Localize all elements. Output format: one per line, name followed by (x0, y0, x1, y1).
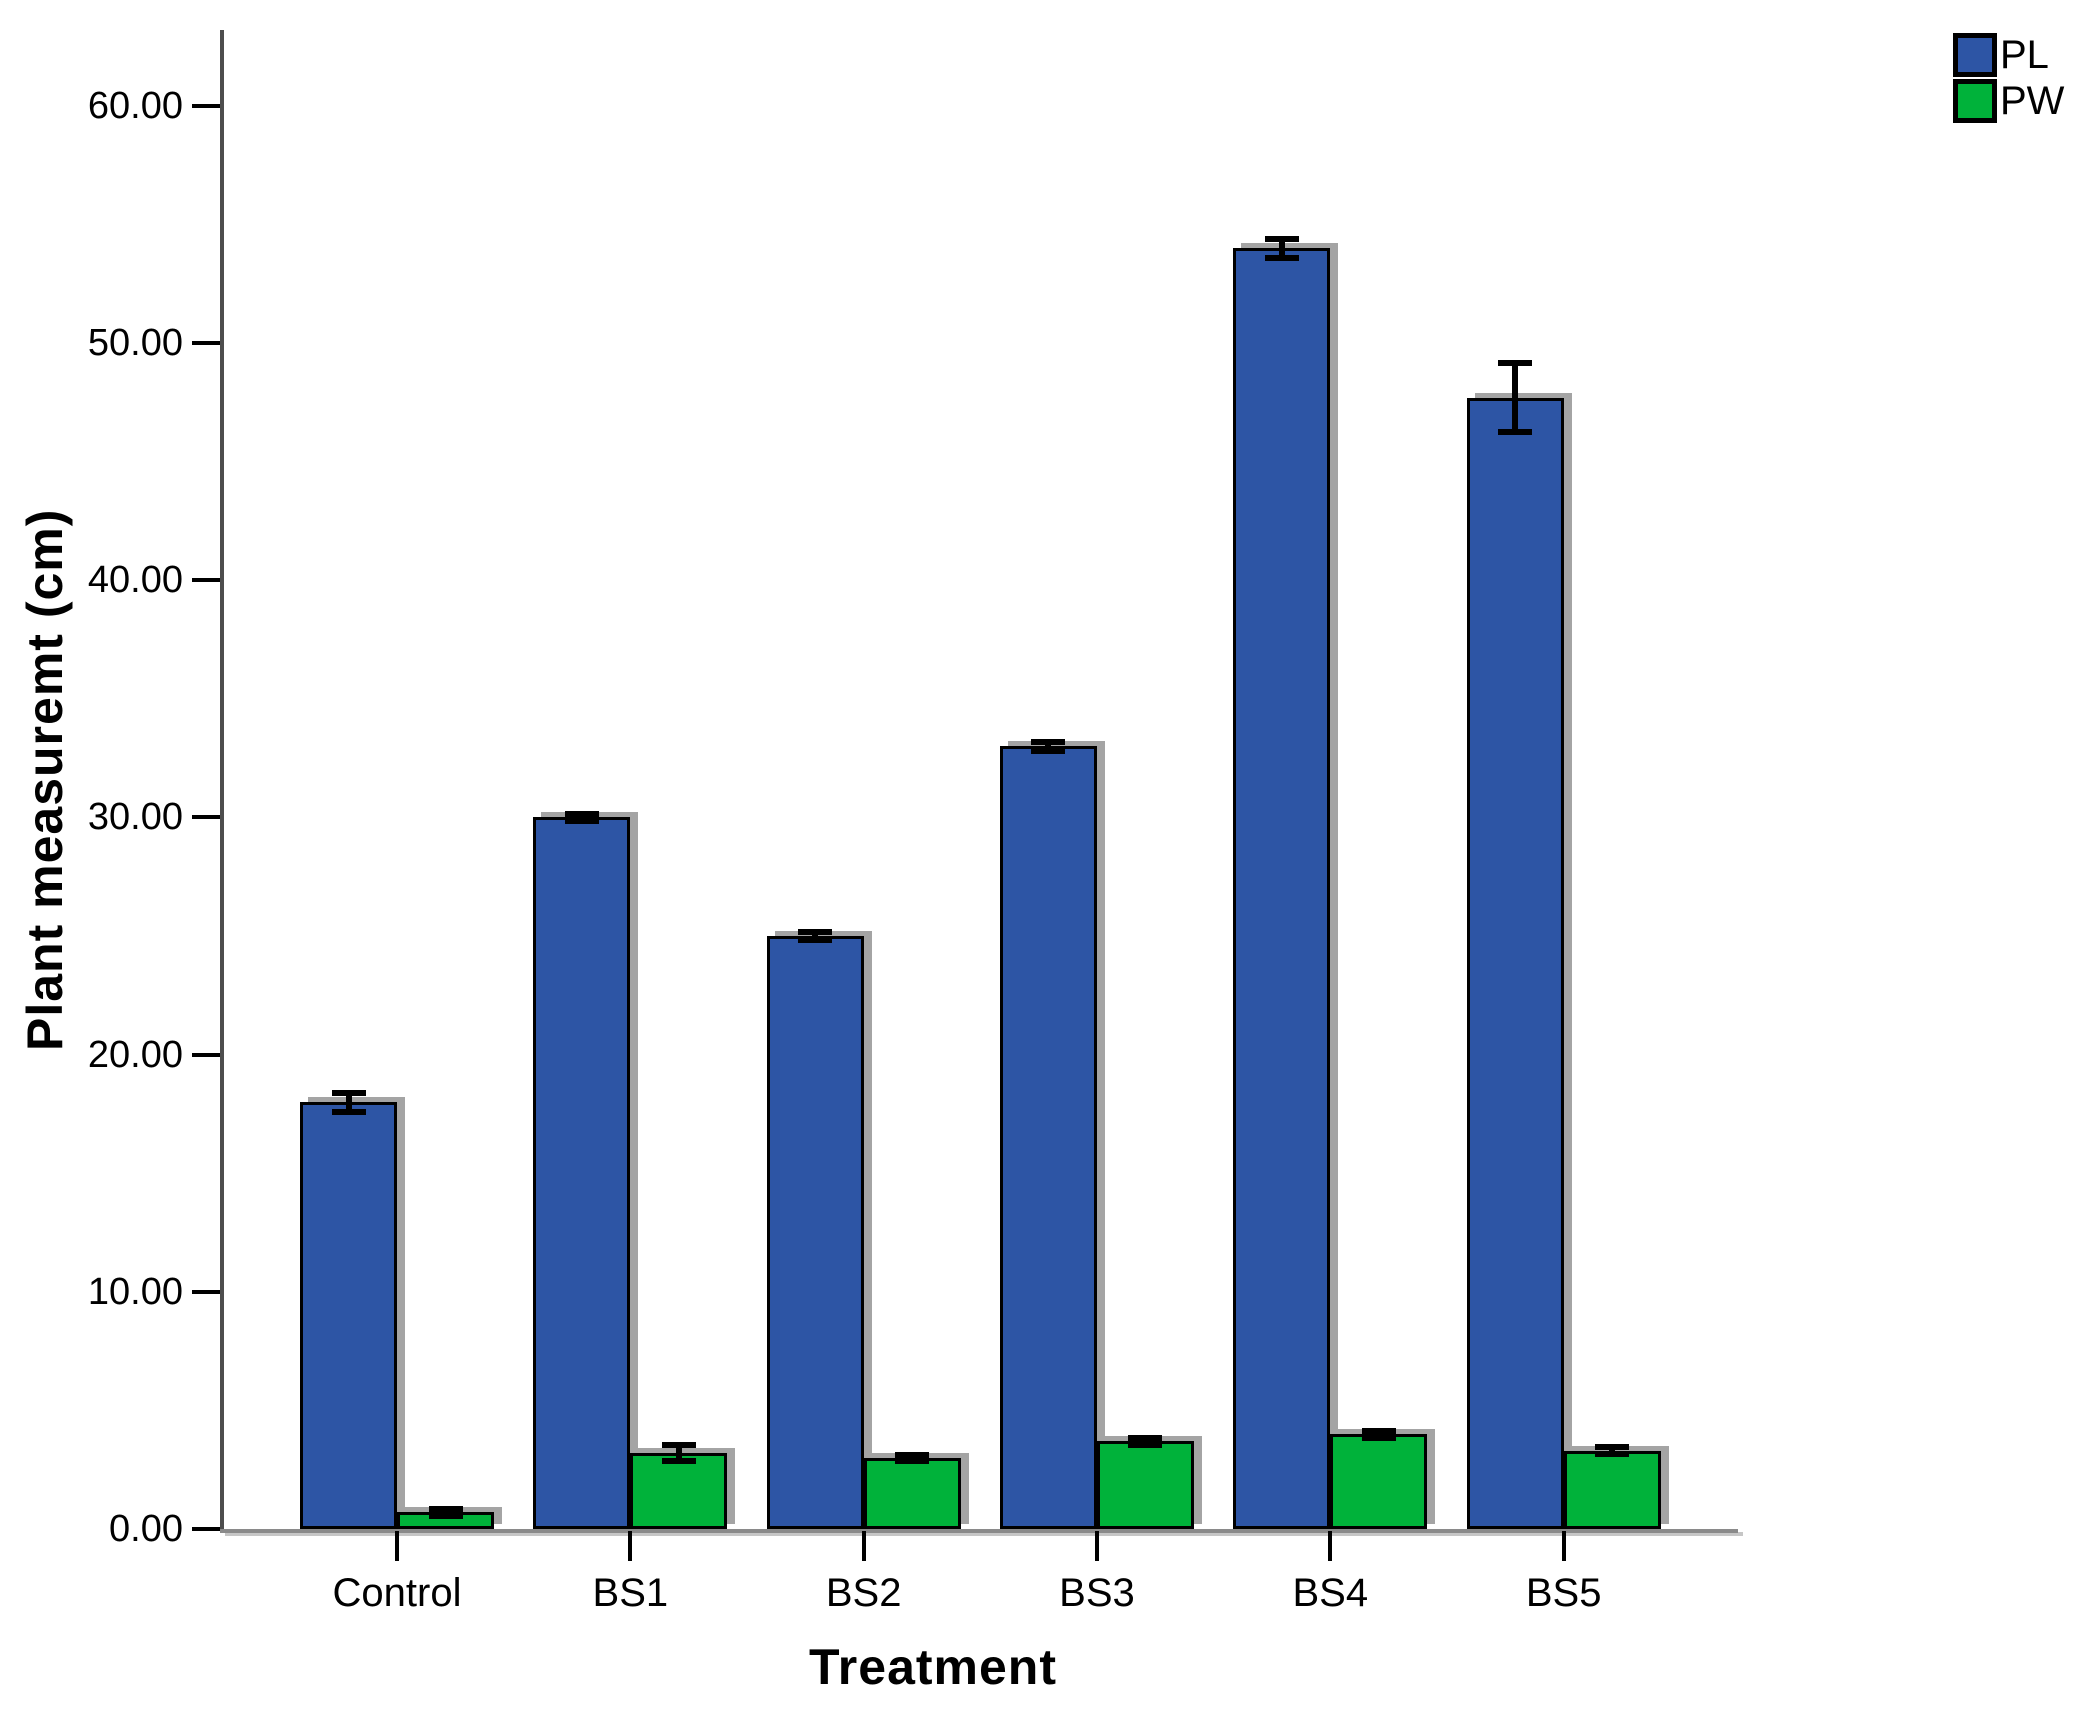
error-cap-bottom-pl-bs2 (798, 936, 833, 943)
x-tick-label-bs2: BS2 (825, 1571, 902, 1615)
y-tick-label: 30.00 (87, 796, 183, 839)
legend-label-pl: PL (2000, 33, 2049, 77)
x-tick-label-bs4: BS4 (1292, 1571, 1369, 1615)
y-tick-label: 10.00 (87, 1270, 183, 1313)
error-cap-top-pl-bs5 (1498, 360, 1533, 367)
x-tick-control (395, 1531, 399, 1561)
y-tick-20.00 (192, 1052, 220, 1057)
error-cap-top-pl-bs2 (798, 929, 833, 936)
error-cap-bottom-pw-bs2 (895, 1457, 930, 1464)
error-cap-bottom-pl-bs5 (1498, 429, 1533, 436)
error-bar-pw-bs4 (1375, 1430, 1382, 1438)
x-tick-bs5 (1561, 1531, 1566, 1561)
x-tick-bs3 (1094, 1531, 1099, 1561)
y-tick-label: 40.00 (87, 559, 183, 602)
x-tick-label-bs1: BS1 (592, 1571, 669, 1615)
x-axis-title: Treatment (809, 1639, 1057, 1695)
error-cap-bottom-pl-bs4 (1264, 254, 1299, 261)
error-cap-top-pl-bs3 (1031, 738, 1066, 745)
bar-pw-bs3 (1096, 1441, 1194, 1529)
bar-pw-bs2 (863, 1457, 961, 1529)
plot-area: 0.00 10.00 20.00 30.00 40.00 50.00 60.00 Contro… (88, 30, 1738, 1615)
legend-item-pw: PW (1953, 78, 2064, 124)
error-cap-bottom-pw-bs5 (1595, 1451, 1630, 1458)
error-cap-bottom-pl-bs3 (1031, 748, 1066, 755)
x-tick-bs2 (861, 1531, 866, 1561)
bar-pw-bs4 (1330, 1434, 1428, 1529)
error-cap-bottom-pw-bs4 (1361, 1434, 1396, 1441)
bar-pl-bs2 (766, 936, 864, 1529)
y-tick-label: 60.00 (87, 84, 183, 127)
bar-pl-bs1 (533, 817, 631, 1529)
x-tick-bs4 (1328, 1531, 1333, 1561)
y-axis-line (220, 30, 224, 1533)
bar-pl-bs5 (1466, 397, 1564, 1529)
error-bar-pw-bs1 (675, 1444, 682, 1462)
error-bar-pl-bs4 (1278, 238, 1285, 258)
y-tick-50.00 (192, 341, 220, 346)
legend-item-pl: PL (1953, 32, 2064, 78)
error-cap-top-pw-bs2 (895, 1451, 930, 1458)
error-cap-top-pl-control (331, 1089, 366, 1096)
y-tick-label: 0.00 (109, 1508, 183, 1550)
y-tick-0.00 (192, 1527, 220, 1531)
x-axis-line (220, 1529, 1738, 1533)
error-bar-pl-bs3 (1045, 741, 1052, 752)
error-bar-pw-bs3 (1142, 1437, 1149, 1445)
bar-pl-bs4 (1233, 248, 1331, 1529)
error-cap-bottom-pl-bs1 (564, 818, 599, 824)
bar-pw-bs1 (630, 1453, 728, 1529)
error-bar-pl-bs5 (1512, 363, 1519, 433)
error-cap-bottom-pw-bs1 (661, 1458, 696, 1465)
error-cap-bottom-pl-control (331, 1108, 366, 1115)
error-bar-pl-control (345, 1092, 352, 1112)
y-tick-30.00 (192, 815, 220, 820)
error-cap-bottom-pw-bs3 (1128, 1441, 1163, 1448)
x-tick-label-control: Control (332, 1571, 462, 1615)
error-cap-bottom-pw-control (428, 1512, 463, 1519)
x-tick-bs1 (628, 1531, 633, 1561)
y-tick-label: 20.00 (87, 1033, 183, 1076)
legend-swatch-pw-icon (1953, 79, 1997, 123)
error-bar-pw-bs5 (1609, 1447, 1616, 1455)
y-tick-40.00 (192, 578, 220, 583)
x-tick-label-bs5: BS5 (1525, 1571, 1602, 1615)
error-cap-top-pw-control (428, 1505, 463, 1512)
x-tick-label-bs3: BS3 (1059, 1571, 1135, 1615)
bar-pl-bs3 (999, 746, 1097, 1529)
error-cap-top-pl-bs4 (1264, 235, 1299, 242)
legend-label-pw: PW (2000, 79, 2065, 123)
error-cap-top-pl-bs1 (564, 810, 599, 817)
bar-pw-bs5 (1563, 1450, 1661, 1529)
bar-pl-control (300, 1102, 397, 1529)
error-cap-top-pw-bs3 (1128, 1434, 1163, 1441)
y-tick-60.00 (192, 103, 220, 108)
error-cap-top-pw-bs5 (1595, 1444, 1630, 1451)
legend-swatch-pl-icon (1953, 33, 1997, 77)
error-cap-top-pw-bs1 (661, 1441, 696, 1448)
error-cap-top-pw-bs4 (1361, 1427, 1396, 1434)
error-bar-pw-control (442, 1508, 449, 1516)
y-tick-label: 50.00 (87, 322, 183, 365)
legend: PL PW (1953, 32, 2064, 124)
error-bar-pl-bs2 (812, 932, 819, 940)
y-tick-10.00 (192, 1289, 220, 1294)
error-bar-pl-bs1 (578, 813, 585, 821)
